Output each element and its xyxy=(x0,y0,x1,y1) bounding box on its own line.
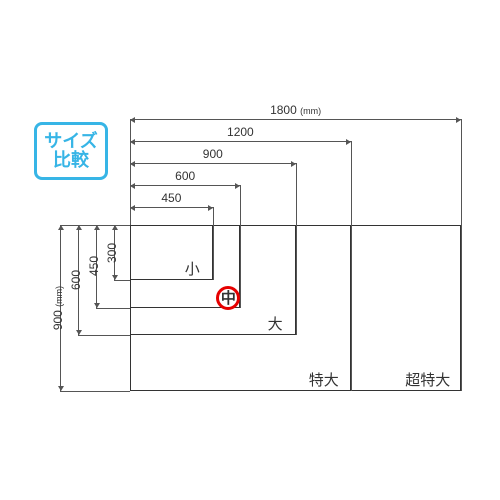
vdim-label-900: 900 (mm) xyxy=(51,286,65,330)
vdim-900: [data-name="vdim-900"] .line::before{top… xyxy=(60,225,61,391)
hdim-600: [data-name="hdim-600"] .line::before{lef… xyxy=(130,185,240,186)
size-label-4: 超特大 xyxy=(405,369,450,390)
badge-line1: サイズ xyxy=(44,132,97,151)
size-compare-badge: サイズ 比較 xyxy=(34,122,108,180)
vdim-label-300: 300 xyxy=(105,243,119,263)
hdim-label-450: 450 xyxy=(161,191,181,205)
hdim-450: [data-name="hdim-450"] .line::before{lef… xyxy=(130,207,213,208)
vdim-300: [data-name="vdim-300"] .line::before{top… xyxy=(114,225,115,280)
vdim-label-450: 450 xyxy=(87,256,101,276)
hdim-label-1800: 1800 (mm) xyxy=(270,103,321,117)
hdim-1200: [data-name="hdim-1200"] .line::before{le… xyxy=(130,141,351,142)
vdim-450: [data-name="vdim-450"] .line::before{top… xyxy=(96,225,97,308)
vdim-label-600: 600 xyxy=(69,270,83,290)
vdim-600: [data-name="vdim-600"] .line::before{top… xyxy=(78,225,79,335)
hdim-label-900: 900 xyxy=(203,147,223,161)
hdim-label-1200: 1200 xyxy=(227,125,254,139)
hdim-900: [data-name="hdim-900"] .line::before{lef… xyxy=(130,163,296,164)
hdim-label-600: 600 xyxy=(175,169,195,183)
badge-line2: 比較 xyxy=(53,151,89,170)
hdim-1800: [data-name="hdim-1800"] .line::before{le… xyxy=(130,119,461,120)
diagram-stage: 小中大特大超特大[data-name="hdim-450"] .line::be… xyxy=(130,225,461,391)
